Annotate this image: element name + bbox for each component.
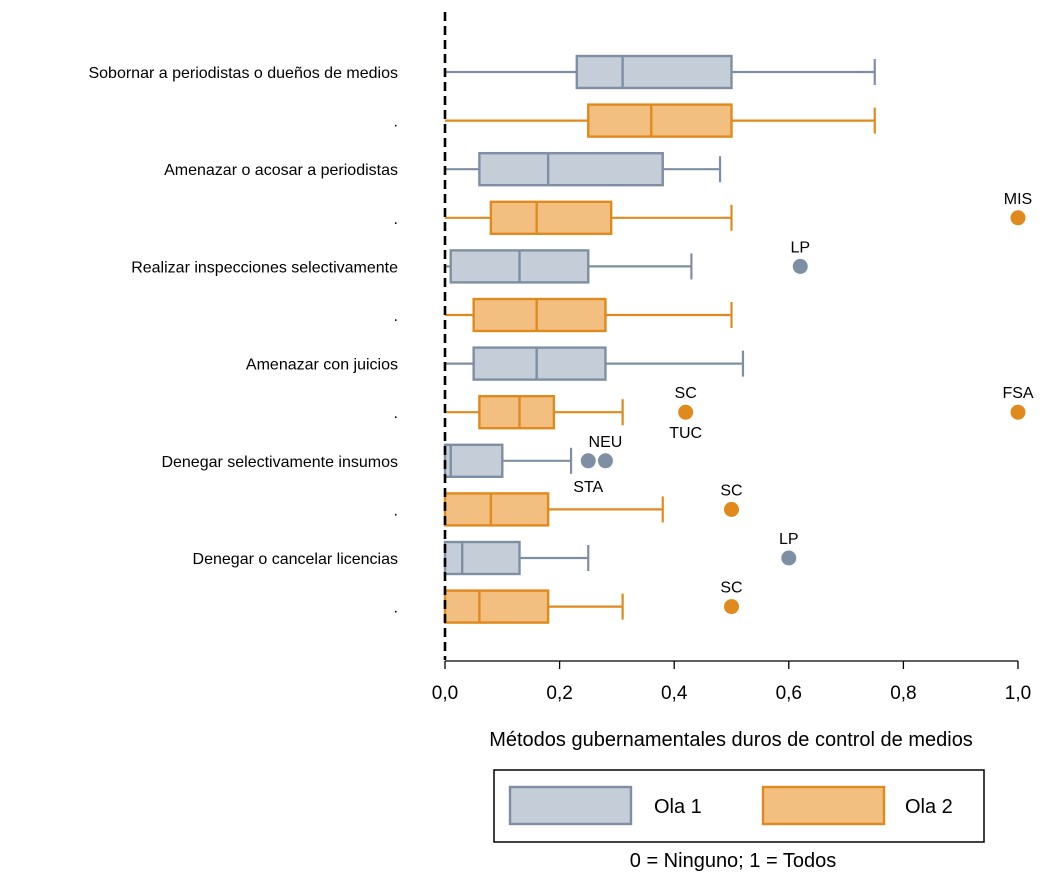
legend-swatch (508, 785, 633, 826)
box-rows: Sobornar a periodistas o dueños de medio… (88, 54, 1034, 624)
box-row: . (394, 297, 733, 333)
iqr-box (587, 103, 733, 138)
iqr-box (478, 395, 556, 430)
iqr-box (472, 297, 607, 333)
outlier-label: NEU (589, 434, 623, 451)
x-tick-label: 1,0 (1005, 683, 1031, 704)
box-row: Denegar selectivamente insumos STA NEU (161, 434, 622, 496)
legend: Ola 1 Ola 2 (493, 769, 985, 843)
iqr-box (443, 589, 550, 624)
x-tick-label: 0,8 (890, 683, 916, 704)
outlier-point (724, 501, 739, 517)
x-axis-title: Métodos gubernamentales duros de control… (489, 729, 973, 751)
x-axis: 0,0 0,2 0,4 0,6 0,8 1,0 (432, 660, 1031, 704)
x-tick-label: 0,2 (546, 683, 572, 704)
row-dot-label: . (394, 405, 398, 422)
box-row: . (394, 103, 876, 138)
outlier-point (724, 599, 739, 615)
box-row: . MIS (394, 191, 1032, 236)
category-label: Amenazar o acosar a periodistas (164, 162, 398, 179)
outlier-label: LP (790, 239, 810, 256)
box-row: Realizar inspecciones selectivamente LP (131, 239, 810, 284)
outlier-label: STA (573, 479, 603, 496)
iqr-box (443, 443, 504, 478)
category-label: Denegar o cancelar licencias (193, 551, 398, 568)
box-row: . SC TUC FSA (394, 385, 1034, 442)
category-label: Denegar selectivamente insumos (161, 454, 398, 471)
outlier-point (678, 404, 694, 420)
row-dot-label: . (394, 114, 398, 131)
iqr-box (575, 54, 733, 90)
category-label: Amenazar con juicios (246, 357, 398, 374)
outlier-point (1010, 210, 1026, 226)
outlier-label: SC (720, 482, 742, 499)
outlier-point (1010, 404, 1026, 420)
outlier-point (792, 258, 808, 274)
category-label: Realizar inspecciones selectivamente (131, 259, 398, 276)
x-tick-label: 0,4 (661, 683, 688, 704)
scale-note: 0 = Ninguno; 1 = Todos (630, 850, 836, 872)
legend-label: Ola 1 (654, 796, 702, 818)
iqr-box (489, 200, 613, 236)
box-row: Amenazar o acosar a periodistas (164, 151, 722, 187)
row-dot-label: . (394, 211, 398, 228)
box-row: Denegar o cancelar licencias LP (193, 531, 799, 576)
iqr-box (443, 540, 521, 576)
row-dot-label: . (394, 600, 398, 617)
outlier-point (781, 550, 797, 566)
outlier-label: MIS (1004, 191, 1032, 208)
box-row: . SC (394, 580, 743, 624)
row-dot-label: . (394, 502, 398, 519)
iqr-box (443, 492, 550, 527)
legend-swatch (761, 785, 886, 826)
outlier-label: SC (720, 580, 742, 597)
outlier-label: FSA (1002, 385, 1033, 402)
x-tick-label: 0,6 (776, 683, 802, 704)
box-row: Sobornar a periodistas o dueños de medio… (88, 54, 876, 90)
box-row: Amenazar con juicios (246, 346, 745, 381)
legend-label: Ola 2 (905, 796, 953, 818)
outlier-point (580, 453, 596, 469)
outlier-label: LP (779, 531, 799, 548)
outlier-point (597, 453, 613, 469)
iqr-box (472, 346, 607, 381)
iqr-box (478, 151, 664, 187)
outlier-label: SC (675, 385, 697, 402)
x-tick-label: 0,0 (432, 683, 458, 704)
row-dot-label: . (394, 308, 398, 325)
category-label: Sobornar a periodistas o dueños de medio… (88, 65, 398, 82)
outlier-label: TUC (669, 425, 702, 442)
